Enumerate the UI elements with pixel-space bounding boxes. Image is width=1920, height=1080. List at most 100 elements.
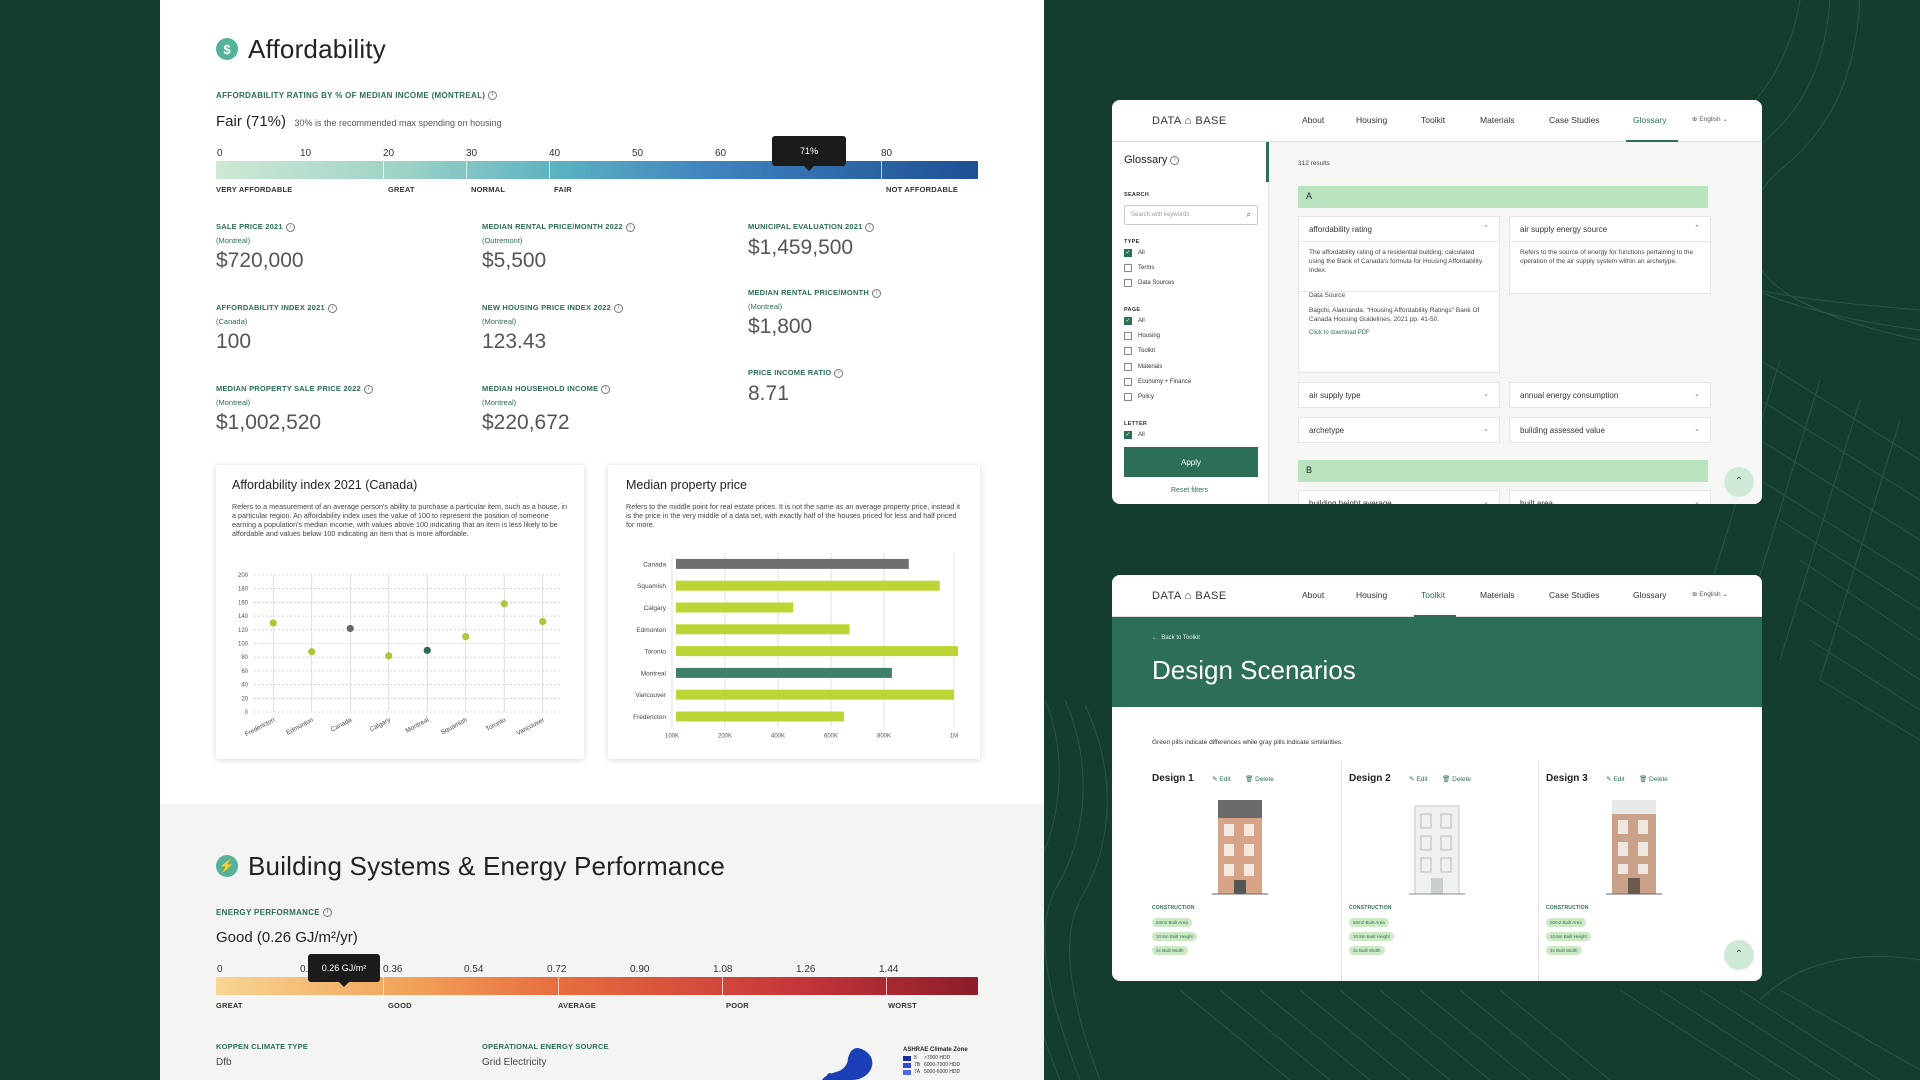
nav-toolkit[interactable]: Toolkit xyxy=(1421,590,1446,600)
checkbox-checked[interactable]: ✓ xyxy=(1124,317,1132,325)
nav-housing[interactable]: Housing xyxy=(1356,115,1388,125)
sidebar-scroll-edge xyxy=(1266,142,1269,182)
scale-tick: 40 xyxy=(549,148,561,159)
term-archetype[interactable]: archetype ⌄ xyxy=(1298,417,1500,443)
type-option-data-sources[interactable]: Data Sources xyxy=(1124,279,1174,287)
edit-button[interactable]: ✎ Edit xyxy=(1212,776,1230,783)
data-point-edmonton xyxy=(308,648,316,656)
info-icon[interactable]: i xyxy=(601,384,611,394)
source-value: Grid Electricity xyxy=(482,1057,547,1068)
page-option-all[interactable]: ✓ All xyxy=(1124,317,1145,325)
info-icon[interactable]: i xyxy=(613,303,623,313)
nav-glossary[interactable]: Glossary xyxy=(1633,115,1667,125)
nav-housing[interactable]: Housing xyxy=(1356,590,1388,600)
y-category-label: Montreal xyxy=(641,670,667,677)
search-input[interactable]: Search with keywords ⌕ xyxy=(1124,205,1258,225)
checkbox[interactable] xyxy=(1124,264,1132,272)
pill-built-height: 10.8m Built Height xyxy=(1349,932,1394,941)
checkbox-checked[interactable]: ✓ xyxy=(1124,249,1132,257)
chevron-down-icon[interactable]: ⌄ xyxy=(1694,499,1700,504)
type-option-terms[interactable]: Terms xyxy=(1124,264,1154,272)
bar-calgary xyxy=(676,602,794,613)
chevron-down-icon[interactable]: ⌄ xyxy=(1483,391,1489,398)
checkbox[interactable] xyxy=(1124,347,1132,355)
page-option-toolkit[interactable]: Toolkit xyxy=(1124,347,1155,355)
logo[interactable]: DATA ⌂ BASE xyxy=(1152,115,1227,127)
term-building-assessed-value[interactable]: building assessed value ⌄ xyxy=(1509,417,1711,443)
term-affordability-rating[interactable]: affordability rating ⌃ The affordability … xyxy=(1298,216,1500,373)
nav-case-studies[interactable]: Case Studies xyxy=(1549,590,1600,600)
delete-button[interactable]: 🗑 Delete xyxy=(1442,776,1471,783)
checkbox-checked[interactable]: ✓ xyxy=(1124,431,1132,439)
pill-built-width: 3x Built Width xyxy=(1546,946,1582,955)
info-icon[interactable]: i xyxy=(322,908,332,918)
y-category-label: Squamish xyxy=(637,583,666,590)
info-icon[interactable]: i xyxy=(285,222,295,232)
apply-button[interactable]: Apply xyxy=(1124,447,1258,477)
hdd: 6000-7000 HDD xyxy=(924,1062,961,1068)
info-icon[interactable]: i xyxy=(625,222,635,232)
checkbox[interactable] xyxy=(1124,279,1132,287)
checkbox[interactable] xyxy=(1124,332,1132,340)
type-option-all[interactable]: ✓ All xyxy=(1124,249,1145,257)
info-icon[interactable]: i xyxy=(363,384,373,394)
language-select[interactable]: ⊕ English ⌄ xyxy=(1692,115,1728,123)
info-icon[interactable]: i xyxy=(327,303,337,313)
search-icon[interactable]: ⌕ xyxy=(1246,210,1251,219)
card-title: Affordability index 2021 (Canada) xyxy=(232,478,418,492)
term-built-area[interactable]: built area ⌄ xyxy=(1509,490,1711,504)
download-pdf-link[interactable]: Click to download PDF xyxy=(1309,330,1370,336)
chevron-down-icon[interactable]: ⌄ xyxy=(1483,426,1489,433)
checkbox[interactable] xyxy=(1124,378,1132,386)
page-option-policy[interactable]: Policy xyxy=(1124,393,1154,401)
design-column-2: Design 2 ✎ Edit 🗑 Delete CONSTRUCTION 50… xyxy=(1349,768,1539,981)
stat-municipal-evaluation: MUNICIPAL EVALUATION 2021 i $1,459,500 xyxy=(748,222,875,260)
delete-button[interactable]: 🗑 Delete xyxy=(1639,776,1668,783)
chevron-up-icon[interactable]: ⌃ xyxy=(1483,225,1489,232)
info-icon[interactable]: i xyxy=(488,91,498,101)
nav-toolkit[interactable]: Toolkit xyxy=(1421,115,1446,125)
source-label: OPERATIONAL ENERGY SOURCE xyxy=(482,1042,609,1051)
delete-button[interactable]: 🗑 Delete xyxy=(1245,776,1274,783)
page-option-economy[interactable]: Economy + Finance xyxy=(1124,378,1191,386)
page-option-materials[interactable]: Materials xyxy=(1124,363,1162,371)
nav-about[interactable]: About xyxy=(1302,590,1325,600)
info-icon[interactable]: i xyxy=(1170,155,1180,165)
language-select[interactable]: ⊕ English ⌄ xyxy=(1692,590,1728,598)
info-icon[interactable]: i xyxy=(834,368,844,378)
edit-label: Edit xyxy=(1613,776,1625,783)
chevron-up-icon[interactable]: ⌃ xyxy=(1694,225,1700,232)
chevron-down-icon[interactable]: ⌄ xyxy=(1694,426,1700,433)
info-icon[interactable]: i xyxy=(871,288,881,298)
scroll-to-top-button[interactable]: ⌃ xyxy=(1724,940,1754,970)
ashrae-row: 7B 6000-7000 HDD xyxy=(903,1062,993,1068)
nav-glossary[interactable]: Glossary xyxy=(1633,590,1667,600)
chevron-down-icon[interactable]: ⌄ xyxy=(1694,391,1700,398)
nav-case-studies[interactable]: Case Studies xyxy=(1549,115,1600,125)
term-title: built area xyxy=(1520,499,1553,504)
chevron-down-icon[interactable]: ⌄ xyxy=(1483,499,1489,504)
checkbox[interactable] xyxy=(1124,363,1132,371)
back-link[interactable]: ← Back to Toolkit xyxy=(1152,635,1200,641)
checkbox[interactable] xyxy=(1124,393,1132,401)
scroll-to-top-button[interactable]: ⌃ xyxy=(1724,467,1754,497)
nav-materials[interactable]: Materials xyxy=(1480,590,1515,600)
info-icon[interactable]: i xyxy=(865,222,875,232)
letter-option-all[interactable]: ✓ All xyxy=(1124,431,1145,439)
stat-sub: (Outremont) xyxy=(482,235,523,245)
term-air-supply-type[interactable]: air supply type ⌄ xyxy=(1298,382,1500,408)
term-title: air supply type xyxy=(1309,391,1361,400)
nav-about[interactable]: About xyxy=(1302,115,1325,125)
page-option-housing[interactable]: Housing xyxy=(1124,332,1160,340)
reset-filters-link[interactable]: Reset filters xyxy=(1171,487,1208,494)
term-annual-energy-consumption[interactable]: annual energy consumption ⌄ xyxy=(1509,382,1711,408)
nav-materials[interactable]: Materials xyxy=(1480,115,1515,125)
data-source-text: Bagchi, Alaknanda. "Housing Affordabilit… xyxy=(1309,307,1480,323)
term-building-height-average[interactable]: building height average ⌄ xyxy=(1298,490,1500,504)
edit-button[interactable]: ✎ Edit xyxy=(1606,776,1624,783)
logo[interactable]: DATA ⌂ BASE xyxy=(1152,590,1227,602)
letter-heading-b: B xyxy=(1298,460,1708,482)
chevron-down-icon: ⌄ xyxy=(1720,591,1728,598)
edit-button[interactable]: ✎ Edit xyxy=(1409,776,1427,783)
term-air-supply-energy-source[interactable]: air supply energy source ⌃ Refers to the … xyxy=(1509,216,1711,294)
